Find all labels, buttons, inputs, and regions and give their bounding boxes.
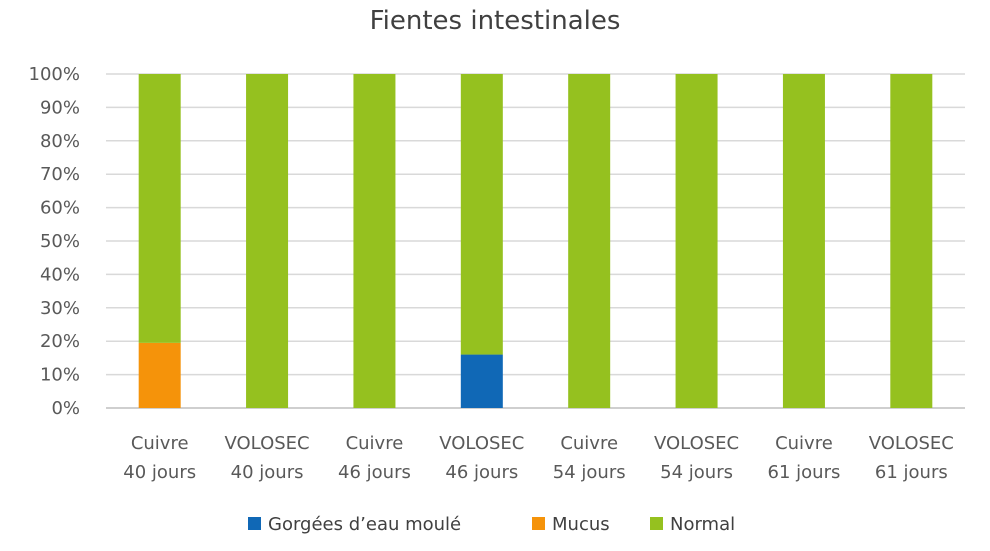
- legend-swatch: [532, 517, 545, 530]
- x-category-label: Cuivre 54 jours: [553, 433, 626, 483]
- x-category-label: Cuivre 61 jours: [768, 433, 841, 483]
- bar-segment: [782, 74, 825, 408]
- y-tick-label: 0%: [51, 398, 80, 419]
- y-tick-label: 20%: [40, 331, 80, 352]
- bar-segment: [460, 354, 503, 408]
- x-category-label: Cuivre 46 jours: [338, 433, 411, 483]
- x-axis-categories: Cuivre 40 jours VOLOSEC 40 jours Cuivre 46 jo…: [123, 433, 954, 483]
- bars: [138, 74, 933, 408]
- bar-segment: [138, 342, 181, 408]
- legend-label: Gorgées d’eau moulé: [268, 514, 461, 535]
- y-tick-label: 60%: [40, 198, 80, 219]
- x-category-label: VOLOSEC 40 jours: [225, 433, 310, 483]
- y-tick-label: 90%: [40, 97, 80, 118]
- x-category-label: VOLOSEC 46 jours: [439, 433, 524, 483]
- bar-segment: [675, 74, 718, 408]
- y-tick-label: 30%: [40, 298, 80, 319]
- bar-segment: [246, 74, 289, 408]
- legend-label: Normal: [670, 514, 735, 535]
- bar-segment: [890, 74, 933, 408]
- bar-segment: [138, 74, 181, 343]
- y-tick-label: 80%: [40, 131, 80, 152]
- legend-swatch: [248, 517, 261, 530]
- legend-swatch: [650, 517, 663, 530]
- bar-segment: [353, 74, 396, 408]
- x-category-label: VOLOSEC 54 jours: [654, 433, 739, 483]
- x-category-label: Cuivre 40 jours: [123, 433, 196, 483]
- y-tick-label: 40%: [40, 264, 80, 285]
- y-tick-label: 70%: [40, 164, 80, 185]
- chart-title: Fientes intestinales: [370, 6, 621, 36]
- y-tick-label: 50%: [40, 231, 80, 252]
- y-axis-ticks: 0% 10% 20% 30% 40% 50% 60% 70% 80% 90% 100%: [29, 64, 80, 419]
- legend: Gorgées d’eau moulé Mucus Normal: [248, 514, 735, 535]
- x-category-label: VOLOSEC 61 jours: [869, 433, 954, 483]
- bar-segment: [460, 74, 503, 355]
- y-tick-label: 10%: [40, 365, 80, 386]
- y-tick-label: 100%: [29, 64, 80, 85]
- bar-segment: [568, 74, 611, 408]
- legend-label: Mucus: [552, 514, 610, 535]
- gridlines: [106, 73, 965, 409]
